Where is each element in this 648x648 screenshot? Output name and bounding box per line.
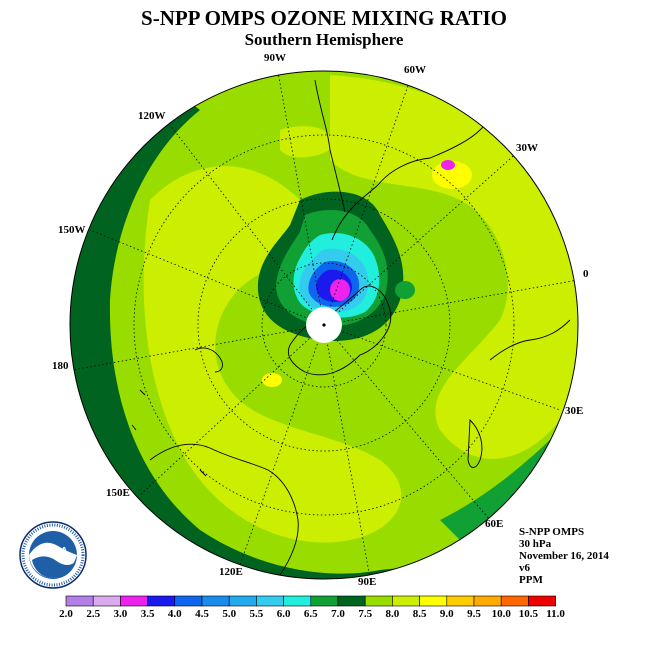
colorbar-tick-label: 10.0 [491, 608, 511, 620]
colorbar-tick-label: 5.5 [249, 608, 264, 620]
lon-label-180: 180 [52, 360, 69, 372]
coastline-africa [489, 319, 571, 361]
coastline-islands [131, 389, 207, 477]
meridian [71, 324, 325, 371]
field-yellow-green-west [143, 166, 402, 543]
coastline-madagascar [467, 418, 483, 468]
lon-label-120e: 120E [219, 566, 243, 578]
lon-label-60e: 60E [485, 518, 504, 530]
noaa-logo-text: NOAA [38, 546, 67, 557]
coastline-australia [149, 443, 299, 576]
colorbar-tick-label: 2.0 [59, 608, 73, 620]
meridian [323, 324, 491, 521]
info-block: S-NPP OMPS 30 hPa November 16, 2014 v6 P… [519, 526, 609, 586]
coastline-new-zealand [194, 347, 223, 373]
info-date: November 16, 2014 [519, 550, 609, 562]
lon-label-30w: 30W [516, 142, 538, 154]
field-magenta-spot [441, 160, 455, 170]
meridian [323, 324, 371, 579]
colorbar-tick-label: 7.5 [358, 608, 373, 620]
pole-marker [322, 323, 326, 327]
map-title: S-NPP OMPS OZONE MIXING RATIO [141, 6, 507, 30]
field-yellow-green-north [280, 126, 332, 158]
colorbar-tick-label: 2.5 [86, 608, 101, 620]
lon-label-30e: 30E [565, 405, 584, 417]
colorbar-tick-label: 7.0 [331, 608, 345, 620]
field-vortex-magenta [330, 279, 350, 301]
colorbar-tick-label: 9.0 [439, 608, 454, 620]
latitude-circle [197, 198, 451, 452]
colorbar-tick-label: 4.5 [195, 608, 209, 620]
lon-label-90w: 90W [264, 52, 286, 64]
colorbar-tick-label: 3.0 [113, 608, 128, 620]
lon-label-0: 0 [583, 268, 589, 280]
lon-label-150w: 150W [58, 224, 86, 236]
field-yellow-spot [432, 161, 472, 189]
colorbar-tick-label: 11.0 [546, 608, 565, 620]
field-yellow-spot-2 [262, 373, 282, 387]
lon-label-90e: 90E [358, 576, 377, 588]
meridian [139, 324, 325, 496]
meridian [323, 79, 411, 326]
coastline-peninsula [331, 184, 379, 241]
colorbar-tick-label: 3.5 [140, 608, 155, 620]
colorbar-tick-label: 8.5 [412, 608, 427, 620]
globe-outline [69, 70, 579, 580]
field-dark-green-spot [395, 281, 415, 299]
latitude-circle [261, 262, 387, 388]
map-subtitle: Southern Hemisphere [244, 30, 404, 49]
latitude-circle [133, 134, 515, 516]
meridian [323, 324, 561, 411]
noaa-logo: NOAA [19, 521, 87, 589]
colorbar-tick-label: 4.0 [167, 608, 182, 620]
lon-label-60w: 60W [404, 64, 426, 76]
colorbar-tick-label: 9.5 [467, 608, 481, 620]
info-instrument: S-NPP OMPS [519, 526, 585, 538]
coastline-south-america-west [314, 79, 346, 213]
colorbar-tick-label: 6.0 [276, 608, 291, 620]
meridian [323, 279, 578, 326]
colorbar-tick-label: 10.5 [518, 608, 539, 620]
info-version: v6 [519, 562, 530, 574]
colorbar-tick-label: 5.0 [222, 608, 237, 620]
info-level: 30 hPa [519, 538, 552, 550]
coastline-south-america [377, 89, 521, 186]
meridian [277, 71, 325, 326]
info-units: PPM [519, 574, 543, 586]
lon-label-120w: 120W [138, 110, 166, 122]
colorbar-tick-label: 6.5 [303, 608, 318, 620]
colorbar-tick-label: 8.0 [385, 608, 400, 620]
lon-label-150e: 150E [106, 487, 130, 499]
